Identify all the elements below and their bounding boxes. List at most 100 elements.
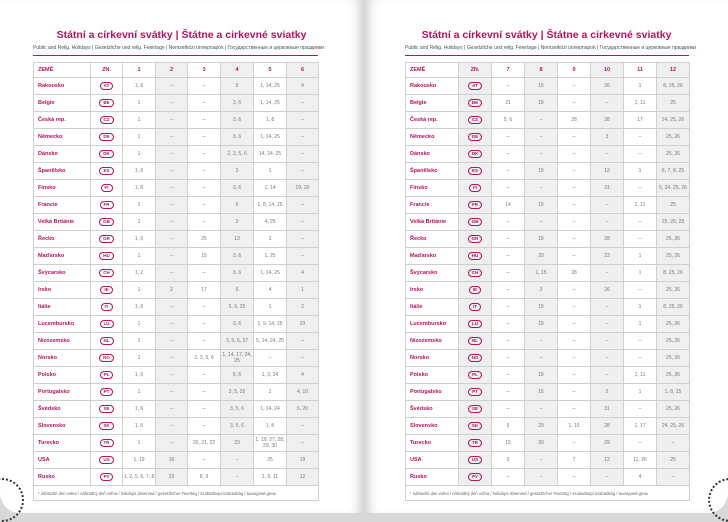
country-code-cell: CH <box>90 264 123 282</box>
page-subtitle: Public and Relig. Holidays | Gesetzliche… <box>405 45 696 51</box>
holiday-days-cell: 1, 17 <box>623 417 657 435</box>
table-row: Lucembursko LU –15– –1 25, 26 <box>405 315 690 333</box>
holiday-days-cell: – <box>187 264 221 282</box>
holiday-days-cell: – <box>286 349 319 367</box>
holiday-days-cell: – <box>623 145 657 163</box>
table-row: Francie FR 14 15– –1, 11 25 <box>405 196 690 214</box>
holiday-days-cell: – <box>286 196 319 214</box>
country-name: Portugalsko <box>33 383 91 401</box>
holiday-days-cell: 26 <box>590 281 624 299</box>
holiday-days-cell: – <box>557 179 591 197</box>
holiday-days-cell: – <box>187 298 221 316</box>
holiday-days-cell: 1 <box>253 383 287 401</box>
country-name: Rusko <box>405 468 459 486</box>
header-row: ZEMĚ ZN. 7 8 9 10 11 12 <box>405 62 690 78</box>
country-name: Finsko <box>405 179 459 197</box>
table-row: Portugalsko PT 1– –3, 5, 25 1 4, 10 <box>33 383 319 401</box>
table-row: USA US 3–7 12 11, 26 25 <box>405 451 690 469</box>
holiday-days-cell: 5, 6 <box>220 366 254 384</box>
country-code-cell: GR <box>458 230 492 248</box>
holiday-days-cell: 23 <box>155 468 188 486</box>
holiday-days-cell: – <box>557 145 591 163</box>
holiday-days-cell: 31 <box>590 179 624 197</box>
country-code-cell: DK <box>90 145 123 163</box>
country-code-cell: LU <box>90 315 123 333</box>
country-code-cell: NL <box>458 332 492 350</box>
holiday-days-cell: 1 <box>253 298 287 316</box>
country-name: Slovensko <box>33 417 91 435</box>
col-header-month: 5 <box>253 62 287 78</box>
table-row: Turecko TR 15 30–29– – <box>405 434 690 452</box>
table-row: Polsko PL 1, 6– –5, 6 1, 3, 24 4 <box>33 366 319 384</box>
holiday-days-cell: – <box>524 179 558 197</box>
holiday-days-cell: – <box>220 468 254 486</box>
holiday-days-cell: – <box>286 417 319 435</box>
holiday-days-cell: – <box>656 434 690 452</box>
holiday-days-cell: 15 <box>524 315 558 333</box>
country-name: Dánsko <box>33 145 91 163</box>
holiday-days-cell: – <box>524 213 558 231</box>
country-code-cell: SE <box>458 400 492 418</box>
table-row: Švýcarsko CH –1, 15 28–1 8, 25, 26 <box>405 264 690 282</box>
holiday-days-cell: 1 <box>122 434 156 452</box>
holiday-days-cell: 5 <box>220 77 254 95</box>
holiday-days-cell: – <box>590 468 624 486</box>
country-name: Finsko <box>33 179 91 197</box>
holiday-days-cell: 3, 5, 6 <box>220 417 254 435</box>
country-code-badge: AT <box>468 82 482 90</box>
holiday-table-jan-jun: ZEMĚ ZN. 1 2 3 4 5 6 Rakousko AT 1, 6– –5 1, 14, 25 4… <box>33 62 319 501</box>
col-header-month: 8 <box>524 62 558 78</box>
holiday-days-cell: – <box>524 349 558 367</box>
holiday-days-cell: 1 <box>623 77 657 95</box>
table-row: Belgie BE 1– –3, 6 1, 14, 25– <box>33 94 319 112</box>
table-row: USA US 1, 19 16– –25 19 <box>33 451 319 469</box>
holiday-days-cell: – <box>491 298 525 316</box>
holiday-days-cell: 1, 25 <box>253 247 287 265</box>
holiday-days-cell: 1 <box>122 111 156 129</box>
country-code-badge: FI <box>469 184 481 192</box>
country-name: Belgie <box>33 94 91 112</box>
holiday-days-cell: – <box>220 451 254 469</box>
holiday-days-cell: – <box>187 383 221 401</box>
holiday-days-cell: 3, 5, 6 <box>220 400 254 418</box>
holiday-days-cell: 5, 6, 25 <box>220 298 254 316</box>
table-row: Polsko PL –15– –1, 11 25, 26 <box>405 366 690 384</box>
country-code-badge: NL <box>468 337 482 345</box>
holiday-days-cell: 3, 6 <box>220 315 254 333</box>
country-code-cell: FI <box>90 179 123 197</box>
country-name: Slovensko <box>405 417 459 435</box>
holiday-days-cell: – <box>557 315 591 333</box>
holiday-days-cell: – <box>155 383 188 401</box>
country-code-cell: FR <box>90 196 123 214</box>
table-row: Česká rep. CZ 5, 6–28 28 17 24, 25, 26 <box>405 111 690 129</box>
holiday-days-cell: 1, 9, 11 <box>253 468 287 486</box>
holiday-days-cell: – <box>491 77 525 95</box>
holiday-days-cell: – <box>187 111 221 129</box>
holiday-days-cell: 1, 6 <box>122 417 156 435</box>
country-code-badge: NO <box>467 354 483 362</box>
table-row: Rakousko AT 1, 6– –5 1, 14, 25 4 <box>33 77 319 95</box>
col-header-month: 2 <box>155 62 188 78</box>
holiday-days-cell: 29 <box>590 434 624 452</box>
binding-hole-decoration <box>0 478 24 522</box>
country-name: Lucembursko <box>405 315 459 333</box>
holiday-days-cell: – <box>155 315 188 333</box>
holiday-days-cell: – <box>253 349 287 367</box>
country-code-badge: CH <box>467 269 483 277</box>
holiday-days-cell: 17 <box>623 111 657 129</box>
holiday-days-cell: 25 <box>253 451 287 469</box>
holiday-days-cell: – <box>524 111 558 129</box>
table-row: Finsko FI – – –31–6, 24, 25, 26 <box>405 179 690 197</box>
country-name: Německo <box>405 128 459 146</box>
holiday-days-cell: 25, 26, 28 <box>656 213 690 231</box>
holiday-days-cell: 1 <box>122 196 156 214</box>
holiday-days-cell: – <box>155 196 188 214</box>
holiday-days-cell: – <box>155 230 188 248</box>
country-code-badge: TR <box>468 439 482 447</box>
holiday-days-cell: 5 <box>590 383 624 401</box>
table-row: Belgie BE 21 15– –1, 11 25 <box>405 94 690 112</box>
table-row: Velká Británie GB – – – – –25, 26, 28 <box>405 213 690 231</box>
country-code-cell: NO <box>458 349 492 367</box>
holiday-days-cell: – <box>557 162 591 180</box>
holiday-days-cell: – <box>155 128 188 146</box>
